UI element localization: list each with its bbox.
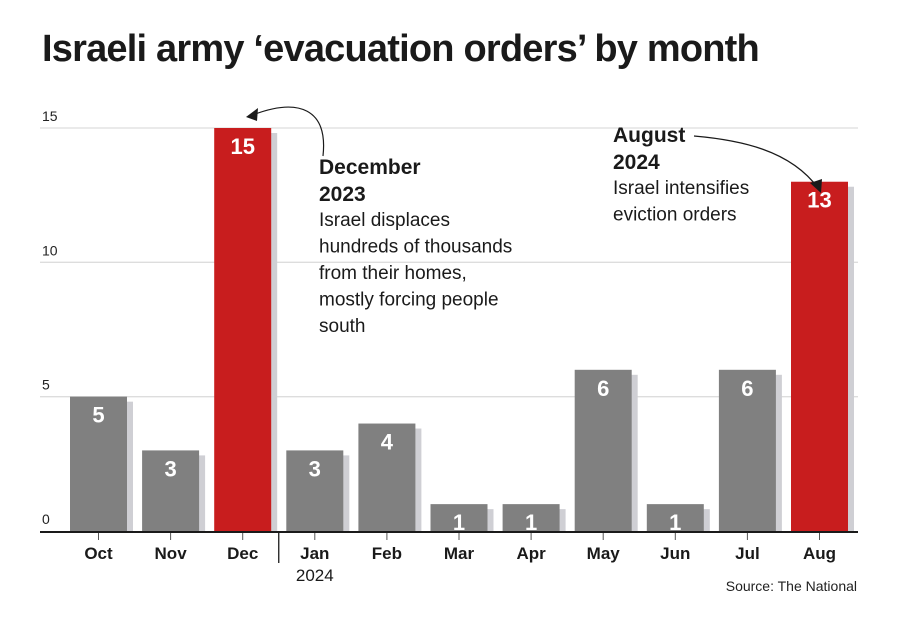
bar-jun [646, 504, 704, 531]
annotation-heading: August [613, 124, 685, 147]
annotation-heading: December [319, 156, 421, 179]
bar-value-label: 1 [669, 510, 681, 535]
arrowhead-dec [246, 108, 258, 121]
annotation-body: mostly forcing people [319, 290, 499, 311]
annotation-body: Israel displaces [319, 210, 450, 231]
x-label-nov: Nov [155, 544, 188, 563]
bar-may [574, 369, 632, 531]
annotation-body: Israel intensifies [613, 178, 749, 199]
x-label-jul: Jul [735, 544, 760, 563]
x-label-oct: Oct [84, 544, 113, 563]
bar-value-label: 5 [92, 403, 104, 428]
bar-dec [214, 128, 272, 531]
annotation-body: south [319, 316, 365, 337]
y-tick-label: 15 [42, 108, 58, 124]
x-label-apr: Apr [516, 544, 546, 563]
x-axis [40, 531, 858, 563]
y-tick-label: 0 [42, 511, 50, 527]
annotation-heading: 2024 [613, 151, 660, 174]
bar-oct [70, 396, 127, 531]
x-label-dec: Dec [227, 544, 258, 563]
bar-value-label: 1 [525, 510, 537, 535]
x-label-jan: Jan [300, 544, 329, 563]
x-label-jun: Jun [660, 544, 690, 563]
bar-value-label: 3 [309, 456, 321, 481]
y-tick-label: 5 [42, 377, 50, 393]
bar-jul [718, 369, 776, 531]
bar-nov [142, 450, 200, 531]
bar-value-label: 6 [741, 376, 753, 401]
annotation-dec: December 2023 Israel displaces hundreds of … [249, 106, 512, 337]
chart-title: Israeli army ‘evacuation orders’ by mont… [42, 28, 760, 70]
bar-value-label: 4 [381, 430, 394, 455]
x-axis-labels: Oct Nov Dec Jan 2024 Feb Mar Apr May Jun Jul Aug [84, 544, 836, 585]
bar-aug [791, 181, 848, 531]
y-axis-ticks: 0 5 10 15 [42, 108, 58, 527]
arrowhead-aug [810, 179, 822, 193]
x-label-aug: Aug [803, 544, 836, 563]
x-label-feb: Feb [372, 544, 402, 563]
bar-feb [358, 423, 416, 531]
bar-value-label: 6 [597, 376, 609, 401]
x-label-mar: Mar [444, 544, 475, 563]
annotation-arrow [693, 135, 819, 189]
bar-value-label: 3 [164, 456, 176, 481]
annotation-arrow [249, 106, 325, 157]
bar-mar [430, 504, 488, 531]
bar-value-label: 1 [453, 510, 465, 535]
bar-value-label: 15 [230, 134, 254, 159]
x-label-may: May [587, 544, 621, 563]
annotation-body: hundreds of thousands [319, 237, 512, 258]
annotation-body: eviction orders [613, 205, 737, 226]
annotation-body: from their homes, [319, 263, 467, 284]
annotations: December 2023 Israel displaces hundreds of … [246, 106, 822, 337]
bar-jan [286, 450, 344, 531]
source-note: Source: The National [725, 578, 857, 594]
bar-apr [502, 504, 560, 531]
y-tick-label: 10 [42, 242, 58, 258]
annotation-heading: 2023 [319, 183, 366, 206]
x-sublabel-year: 2024 [296, 566, 334, 585]
annotation-aug: August 2024 Israel intensifies eviction ord… [613, 124, 819, 226]
bar-value-label: 13 [807, 188, 831, 213]
